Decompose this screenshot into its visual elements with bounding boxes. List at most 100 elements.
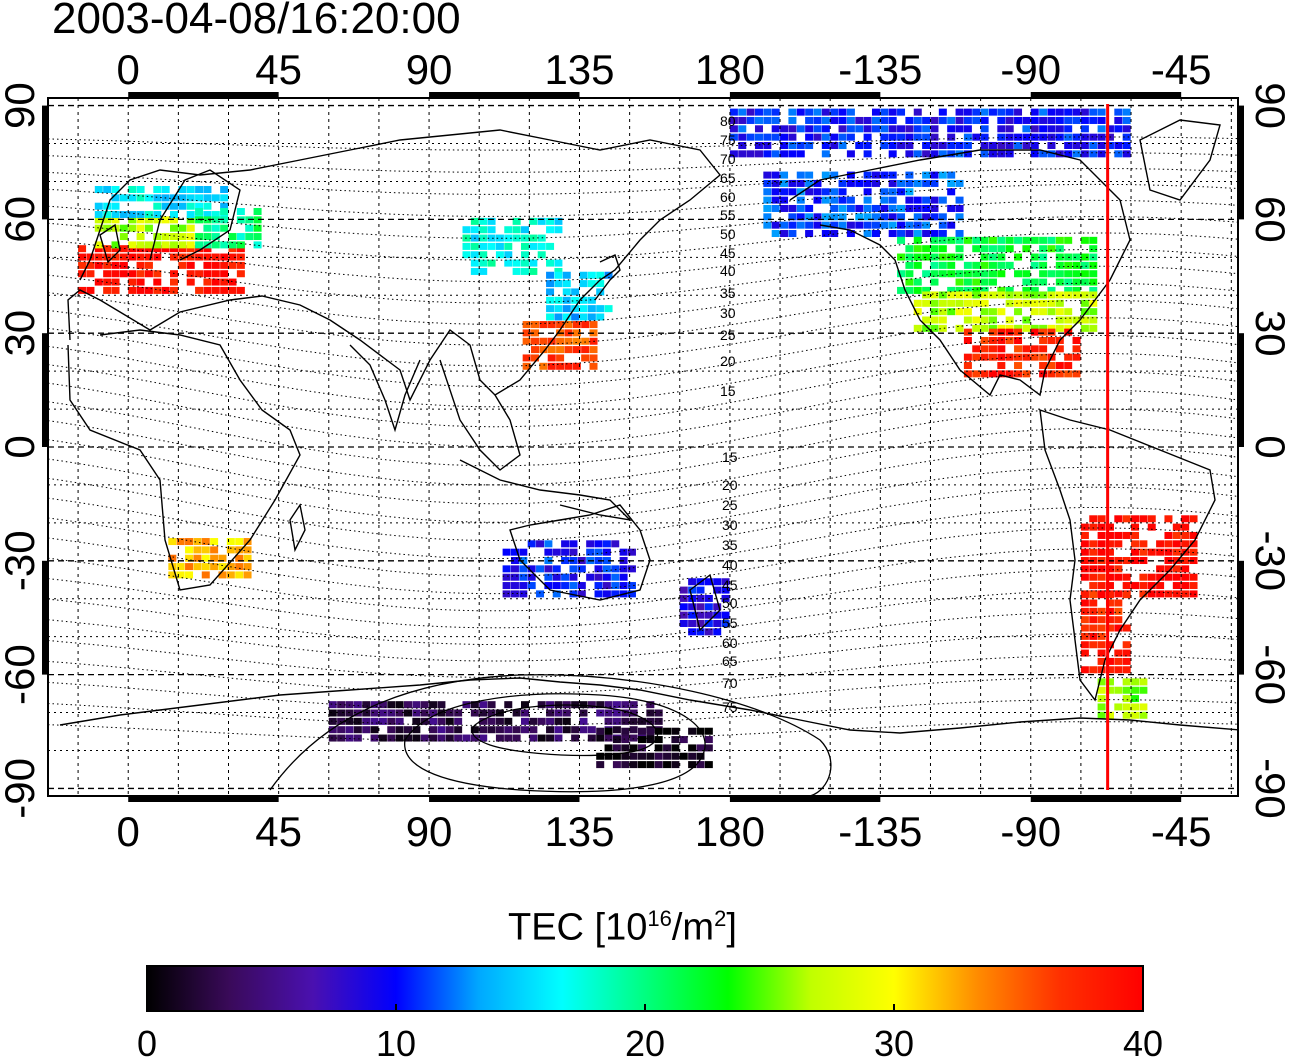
tec-cell [663,752,672,760]
tec-cell [621,717,630,725]
tec-cell [1030,253,1039,261]
tec-cell [846,108,855,116]
tec-cell [988,345,997,353]
tec-cell [897,230,906,238]
tec-cell [997,324,1006,332]
tec-cell [519,573,528,581]
tec-cell [955,308,964,316]
tec-cell [119,194,128,202]
tec-cell [487,709,496,717]
tec-cell [1039,125,1048,133]
tec-cell [688,578,697,586]
tec-cell [236,261,245,269]
tec-cell [1097,591,1106,599]
tec-cell [1164,515,1173,523]
tec-cell [1039,353,1048,361]
tec-cell [370,726,379,734]
tec-cell [512,726,521,734]
tec-cell [589,346,598,354]
tec-cell [930,299,939,307]
tec-cell [930,270,939,278]
tec-cell [922,253,931,261]
tec-cell [930,308,939,316]
tec-cell [1089,599,1098,607]
tec-cell [897,204,906,212]
tec-cell [688,603,697,611]
tec-cell [997,353,1006,361]
tec-cell [947,204,956,212]
coast-new-zealand [689,573,721,632]
tec-cell [111,286,120,294]
tec-cell [512,234,521,242]
tec-cell [581,354,590,362]
tec-cell [1189,573,1198,581]
tec-cell [94,202,103,210]
tec-cell [980,261,989,269]
coast-africa [67,329,301,591]
tec-cell [905,142,914,150]
tec-cell [1047,236,1056,244]
tec-cell [871,171,880,179]
tec-cell [1064,308,1073,316]
tec-cell [796,125,805,133]
tec-cell [738,108,747,116]
tec-cell [1080,253,1089,261]
tec-cell [1097,150,1106,158]
tec-cell [997,370,1006,378]
tec-cell [445,734,454,742]
tec-cell [855,125,864,133]
tec-cell [663,761,672,769]
tec-cell [520,726,529,734]
tec-cell [203,286,212,294]
tec-cell [1072,370,1081,378]
tec-cell [220,202,229,210]
tec-cell [561,573,570,581]
frame-bar [729,796,881,802]
tec-cell [1131,711,1140,719]
tec-cell [612,744,621,752]
tec-cell [547,362,556,370]
tec-cell [529,717,538,725]
tec-cell [170,216,179,224]
tec-cell [594,590,603,598]
tec-cell [504,226,513,234]
tec-cell [243,563,252,571]
tec-cell [462,734,471,742]
tec-cell [1030,324,1039,332]
tec-cell [1055,370,1064,378]
tec-cell [470,726,479,734]
tec-cell [412,701,421,709]
tec-cell [1172,548,1181,556]
tec-cell [1122,686,1131,694]
tec-cell [905,261,914,269]
tec-cell [1047,245,1056,253]
tec-cell [846,204,855,212]
tec-cell [203,270,212,278]
tec-cell [963,362,972,370]
tec-cell [554,226,563,234]
tec-cell [763,171,772,179]
tec-cell [955,142,964,150]
tec-region [913,291,1098,332]
tec-cell [947,291,956,299]
tec-cell [387,701,396,709]
lat-tick-label-left: 60 [0,196,43,243]
tec-cell [1189,531,1198,539]
tec-cell [621,736,630,744]
tec-cell [571,305,580,313]
tec-cell [520,251,529,259]
tec-cell [913,108,922,116]
tec-cell [1105,531,1114,539]
tec-cell [838,213,847,221]
tec-cell [378,709,387,717]
tec-cell [520,242,529,250]
tec-cell [938,236,947,244]
tec-cell [510,582,519,590]
tec-cell [1089,324,1098,332]
tec-cell [510,557,519,565]
tec-cell [627,590,636,598]
tec-cell [988,316,997,324]
lon-tick-label-top: -90 [1000,46,1061,93]
tec-cell [671,761,680,769]
tec-cell [153,286,162,294]
